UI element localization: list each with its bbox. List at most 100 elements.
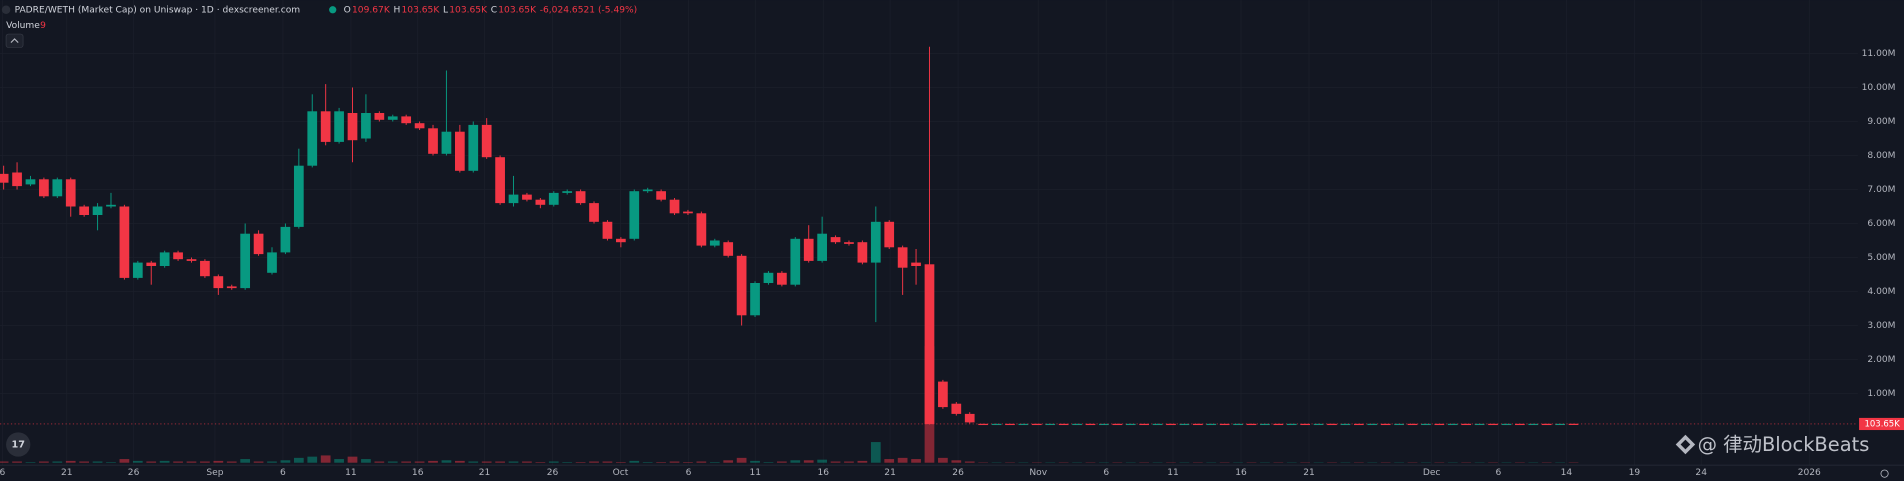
volume-bar [387,461,398,463]
volume-bar [750,460,760,463]
candle-body [1380,423,1391,426]
x-tick-label: 11 [749,468,761,478]
volume-bar [132,460,143,463]
volume-bar [361,459,371,463]
change: -6,024.6521 (-5.49%) [540,5,638,15]
volume-bar [870,442,881,463]
x-tick-label: 16 [412,468,424,478]
candle-body [1166,423,1176,426]
candle-body [79,206,90,215]
volume-bar [736,457,747,463]
candle-body [1568,423,1579,425]
candle-body [750,283,760,316]
volume-bar [186,461,197,463]
candle-body [173,252,183,260]
ohlc-key: L [443,5,449,15]
symbol-icon [1,5,11,15]
candle-body [1085,423,1096,426]
candle-body [602,221,613,239]
ohlc-value: 103.65K [449,5,488,15]
volume-bar [146,461,157,463]
collapse-button[interactable] [5,33,24,48]
candle-body [39,179,49,197]
watermark-logo [1675,434,1696,455]
volume-bar [535,462,546,463]
candle-body [1394,423,1404,426]
ohlc-value: 109.67K [352,5,391,15]
candle-body [200,260,210,277]
candle-body [1099,423,1109,426]
volume-bar [52,461,63,463]
candle-body [334,111,344,142]
candle-body [146,262,157,266]
candle-body [320,111,331,142]
x-tick-label: 16 [1235,468,1247,478]
candle-body [361,113,371,139]
y-tick-label: 6.00M [1867,219,1895,229]
volume-bar [173,461,183,463]
candle-body [387,116,398,120]
candle-body [495,157,505,204]
candle-body [401,116,412,124]
candle-body [1072,423,1082,426]
x-tick-label: 21 [479,468,491,478]
candle-body [253,233,264,255]
candle-body [226,286,237,289]
volume-bar [12,461,22,463]
chart-title: PADRE/WETH (Market Cap) on Uniswap · 1D … [15,5,301,15]
candle-body [428,128,438,154]
volume-bar [709,462,720,463]
candle-body [414,123,425,129]
candle-body [1179,423,1190,426]
volume-bar [481,461,492,463]
candle-body [857,242,868,263]
volume-bar [562,462,573,463]
candle-body [1192,423,1203,426]
candle-body [1474,423,1485,426]
candle-body [1421,423,1431,426]
x-tick-label: Sep [206,468,223,478]
candle-body [1300,423,1311,426]
y-tick-label: 4.00M [1867,287,1895,297]
volume-bar [213,460,224,463]
x-tick-label: 6 [686,468,692,478]
candle-body [1488,423,1498,426]
volume-bar [830,461,841,463]
candle-body [1045,423,1056,426]
volume-bar [669,461,680,463]
settings-icon[interactable] [1880,469,1889,478]
volume-bar [428,460,438,463]
candle-body [763,272,774,283]
y-tick-label: 8.00M [1867,151,1895,161]
ohlc-key: O [344,5,351,15]
volume-bar [803,460,814,463]
volume-bar [683,462,693,463]
candle-body [629,191,640,239]
candle-body [1005,423,1015,426]
candle-body [213,276,224,289]
x-tick-label: 2026 [1798,468,1821,478]
volume-bar [964,461,975,463]
volume-bar [468,461,479,463]
ohlc-value: 103.65K [498,5,537,15]
candle-body [267,252,277,273]
ohlc-key: C [491,5,497,15]
candle-body [307,111,318,166]
candle-body [548,192,559,205]
status-dot [329,6,337,14]
candle-body [1501,423,1512,426]
y-tick-label: 3.00M [1867,321,1895,331]
candle-body [186,259,197,261]
volume-bar [119,459,130,463]
candle-body [65,179,76,207]
volume-bar [763,462,774,463]
candle-body [817,233,827,261]
volume-bar [602,461,613,463]
candle-body [978,423,989,426]
candle-body [1018,423,1029,426]
volume-bar [616,462,626,463]
x-tick-label: 6 [0,468,6,478]
last-price-label: 103.65K [1864,419,1900,429]
tv-logo [6,432,31,457]
